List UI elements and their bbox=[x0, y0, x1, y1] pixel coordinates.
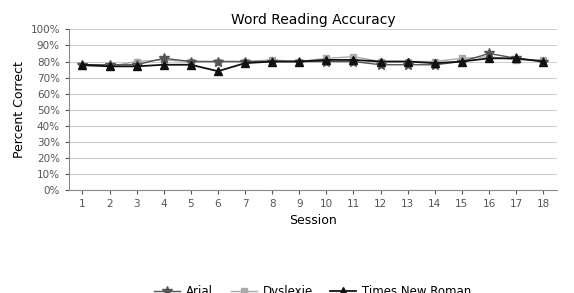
X-axis label: Session: Session bbox=[289, 214, 337, 227]
Title: Word Reading Accuracy: Word Reading Accuracy bbox=[231, 13, 395, 27]
Legend: Arial, Dyslexie, Times New Roman: Arial, Dyslexie, Times New Roman bbox=[149, 280, 476, 293]
Y-axis label: Percent Correct: Percent Correct bbox=[13, 62, 26, 158]
